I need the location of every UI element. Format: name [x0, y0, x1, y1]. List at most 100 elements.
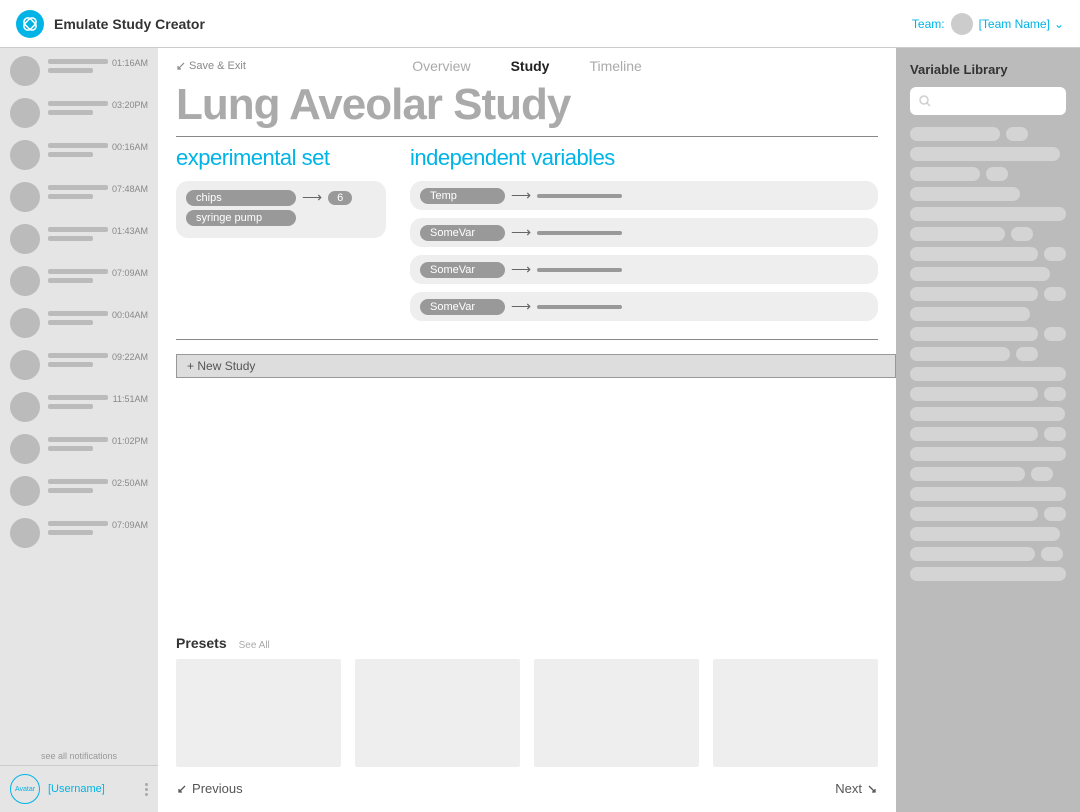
notification-item[interactable]: 00:16AM: [10, 140, 148, 170]
library-item-dot: [1031, 467, 1053, 481]
library-item[interactable]: [910, 287, 1066, 301]
library-item[interactable]: [910, 347, 1066, 361]
variable-library-title: Variable Library: [910, 62, 1066, 77]
library-item[interactable]: [910, 207, 1066, 221]
presets-see-all-link[interactable]: See All: [239, 640, 270, 651]
library-item-dot: [1044, 507, 1066, 521]
notification-text: [48, 266, 108, 283]
library-search-input[interactable]: [910, 87, 1066, 115]
preset-card[interactable]: [176, 659, 341, 767]
library-item-bar: [910, 507, 1038, 521]
library-item[interactable]: [910, 387, 1066, 401]
library-item[interactable]: [910, 227, 1066, 241]
notification-item[interactable]: 01:43AM: [10, 224, 148, 254]
syringe-pump-pill[interactable]: syringe pump: [186, 210, 296, 226]
library-item-bar: [910, 227, 1005, 241]
library-item[interactable]: [910, 407, 1066, 421]
library-item[interactable]: [910, 487, 1066, 501]
notification-time: 09:22AM: [112, 350, 148, 362]
library-item-dot: [1044, 427, 1066, 441]
library-item[interactable]: [910, 167, 1066, 181]
tab-overview[interactable]: Overview: [412, 58, 470, 74]
user-avatar: Avatar: [10, 774, 40, 804]
notification-avatar: [10, 476, 40, 506]
tab-timeline[interactable]: Timeline: [589, 58, 641, 74]
notification-item[interactable]: 07:09AM: [10, 266, 148, 296]
library-item[interactable]: [910, 507, 1066, 521]
variable-row[interactable]: SomeVar ⟶: [410, 292, 878, 321]
notification-avatar: [10, 56, 40, 86]
variable-row[interactable]: Temp⟶: [410, 181, 878, 210]
notification-text: [48, 392, 109, 409]
variable-pill[interactable]: SomeVar: [420, 225, 505, 241]
library-item-bar: [910, 347, 1010, 361]
notification-avatar: [10, 224, 40, 254]
preset-card[interactable]: [355, 659, 520, 767]
library-item[interactable]: [910, 307, 1066, 321]
library-item[interactable]: [910, 127, 1066, 141]
variable-pill[interactable]: SomeVar: [420, 262, 505, 278]
library-item-bar: [910, 307, 1030, 321]
notification-item[interactable]: 01:02PM: [10, 434, 148, 464]
notification-time: 00:04AM: [112, 308, 148, 320]
notification-time: 01:16AM: [112, 56, 148, 68]
library-item-bar: [910, 127, 1000, 141]
notification-item[interactable]: 01:16AM: [10, 56, 148, 86]
team-selector[interactable]: Team: [Team Name] ⌄: [912, 13, 1064, 35]
library-item[interactable]: [910, 247, 1066, 261]
notification-item[interactable]: 03:20PM: [10, 98, 148, 128]
team-avatar: [951, 13, 973, 35]
notification-item[interactable]: 07:48AM: [10, 182, 148, 212]
preset-card[interactable]: [713, 659, 878, 767]
library-item[interactable]: [910, 147, 1066, 161]
library-item-bar: [910, 287, 1038, 301]
library-item[interactable]: [910, 267, 1066, 281]
previous-button[interactable]: Previous: [176, 781, 243, 796]
library-item-bar: [910, 147, 1060, 161]
library-item[interactable]: [910, 467, 1066, 481]
library-item[interactable]: [910, 367, 1066, 381]
notification-item[interactable]: 07:09AM: [10, 518, 148, 548]
library-item[interactable]: [910, 527, 1066, 541]
see-all-notifications-link[interactable]: see all notifications: [0, 747, 158, 765]
variable-value-pill[interactable]: [537, 231, 622, 235]
library-item[interactable]: [910, 187, 1066, 201]
library-item[interactable]: [910, 547, 1066, 561]
library-item[interactable]: [910, 447, 1066, 461]
chips-pill[interactable]: chips: [186, 190, 296, 206]
library-item-dot: [1044, 287, 1066, 301]
new-study-button[interactable]: + New Study: [176, 354, 896, 378]
library-item[interactable]: [910, 567, 1066, 581]
library-item[interactable]: [910, 327, 1066, 341]
user-footer[interactable]: Avatar [Username]: [0, 765, 158, 812]
study-title: Lung Aveolar Study: [158, 72, 896, 136]
search-icon: [918, 94, 932, 108]
variable-value-pill[interactable]: [537, 268, 622, 272]
variable-pill[interactable]: Temp: [420, 188, 505, 204]
library-item-dot: [1006, 127, 1028, 141]
notification-text: [48, 224, 108, 241]
library-item-dot: [1044, 387, 1066, 401]
variable-row[interactable]: SomeVar⟶: [410, 218, 878, 247]
variable-pill[interactable]: SomeVar: [420, 299, 505, 315]
arrow-icon: ⟶: [511, 298, 531, 315]
variable-value-pill[interactable]: [537, 305, 622, 309]
notification-text: [48, 476, 108, 493]
library-item-bar: [910, 487, 1066, 501]
tab-study[interactable]: Study: [511, 58, 550, 74]
notification-item[interactable]: 09:22AM: [10, 350, 148, 380]
notification-text: [48, 98, 108, 115]
save-and-exit-button[interactable]: Save & Exit: [176, 60, 246, 72]
variable-value-pill[interactable]: [537, 194, 622, 198]
notification-item[interactable]: 00:04AM: [10, 308, 148, 338]
variable-row[interactable]: SomeVar⟶: [410, 255, 878, 284]
notification-item[interactable]: 11:51AM: [10, 392, 148, 422]
user-menu-icon[interactable]: [145, 783, 148, 796]
notification-avatar: [10, 140, 40, 170]
library-item[interactable]: [910, 427, 1066, 441]
logo-icon: [16, 10, 44, 38]
next-button[interactable]: Next: [835, 781, 878, 796]
notification-avatar: [10, 392, 40, 422]
preset-card[interactable]: [534, 659, 699, 767]
notification-item[interactable]: 02:50AM: [10, 476, 148, 506]
